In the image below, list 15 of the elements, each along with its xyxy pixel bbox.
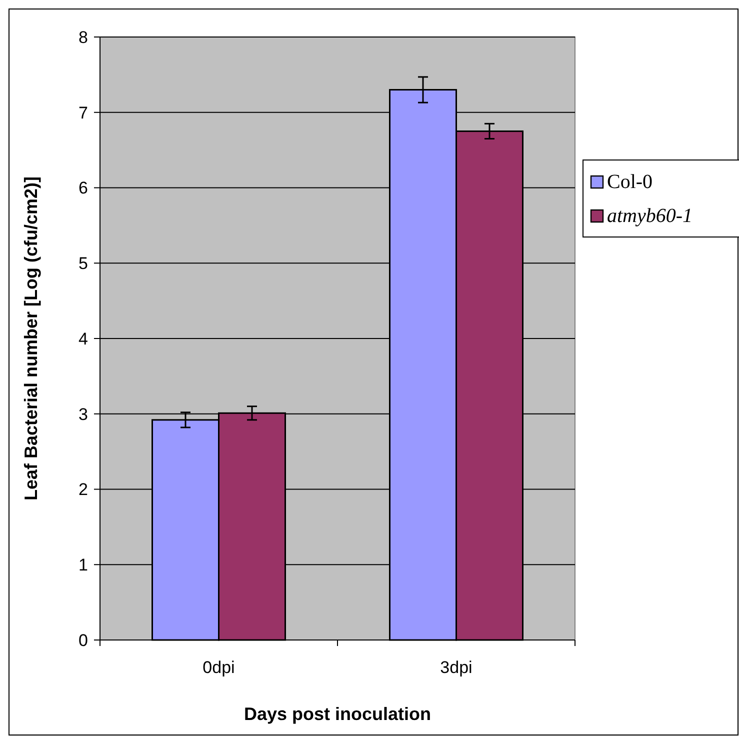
legend-label: atmyb60-1 [607, 205, 693, 227]
y-tick-label: 3 [78, 404, 88, 424]
y-tick-label: 1 [78, 556, 88, 575]
y-tick-label: 5 [78, 254, 88, 274]
y-tick-label: 0 [78, 630, 88, 650]
x-tick-label: 0dpi [202, 658, 235, 677]
y-tick-label: 2 [78, 480, 88, 500]
x-tick-label: 3dpi [440, 658, 472, 677]
y-axis-title: Leaf Bacterial number [Log (cfu/cm2)] [21, 176, 41, 501]
legend-label: Col-0 [607, 171, 653, 193]
y-tick-label: 6 [78, 178, 88, 198]
y-tick-label: 4 [78, 329, 88, 348]
x-axis-title: Days post inoculation [244, 704, 432, 724]
y-tick-label: 8 [78, 28, 88, 47]
y-tick-label: 7 [78, 103, 88, 122]
